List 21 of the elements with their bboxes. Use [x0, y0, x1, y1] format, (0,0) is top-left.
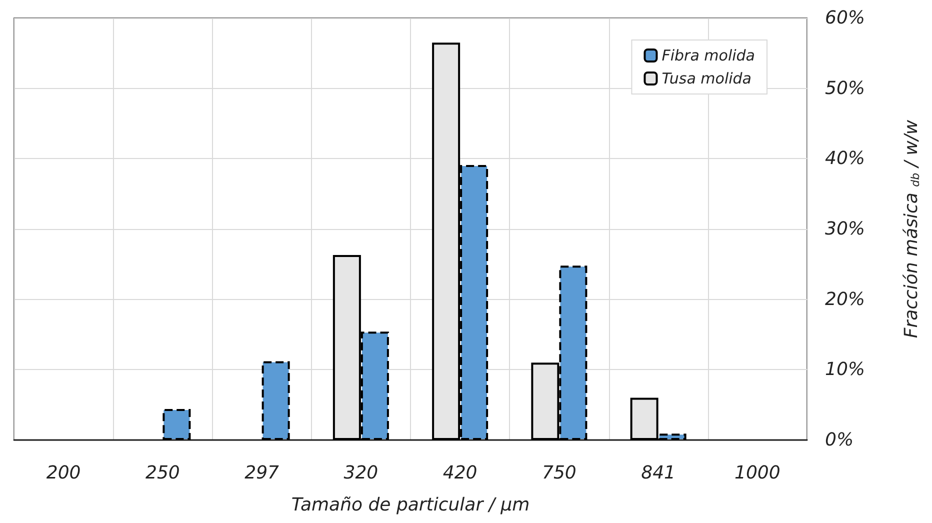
legend-label: Fibra molida — [662, 46, 755, 64]
y-tick-label: 20% — [825, 288, 866, 310]
y-tick-label: 0% — [825, 430, 854, 450]
x-tick-label: 250 — [146, 462, 180, 484]
x-tick-label: 320 — [344, 462, 378, 484]
y-tick-label: 10% — [825, 359, 866, 380]
bar — [262, 361, 290, 440]
y-tick-label: 50% — [825, 78, 866, 99]
bar — [162, 409, 191, 440]
y-tick-label: 60% — [825, 8, 866, 28]
y-axis-title: Fracción másica db / w/w — [901, 120, 922, 338]
x-tick-label: 297 — [244, 462, 280, 484]
legend-label: Tusa molida — [662, 70, 752, 88]
x-tick-label: 750 — [542, 462, 576, 484]
x-tick-label: 420 — [442, 462, 478, 484]
x-tick-label: 1000 — [734, 462, 780, 484]
y-tick-label: 40% — [825, 148, 866, 170]
x-tick-label: 841 — [641, 462, 676, 484]
y-tick-label: 30% — [825, 218, 866, 240]
x-axis-title: Tamaño de particular / µm — [291, 494, 530, 516]
x-tick-label: 200 — [46, 462, 81, 484]
